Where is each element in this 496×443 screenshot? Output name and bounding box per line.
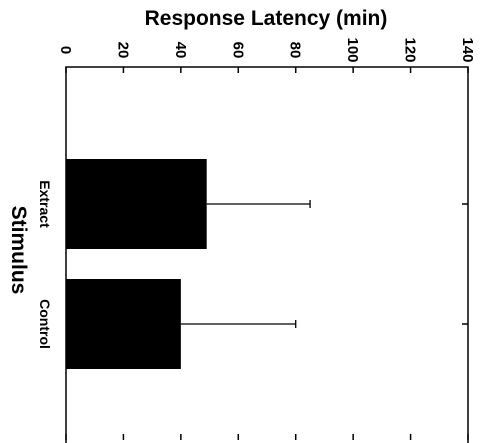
category-label-extract: Extract xyxy=(37,180,53,228)
error-bars xyxy=(180,200,311,328)
tick-label: 0 xyxy=(57,46,74,54)
tick-label: 60 xyxy=(229,42,246,59)
bar-extract xyxy=(66,159,207,249)
bar-control xyxy=(66,279,181,369)
tick-label: 140 xyxy=(459,37,476,62)
tick-label: 20 xyxy=(114,42,131,59)
plot-frame xyxy=(65,66,469,443)
x-axis-label: Stimulus xyxy=(7,206,30,295)
bars xyxy=(66,159,207,369)
value-axis-tick-marks xyxy=(65,67,469,440)
tick-label: 80 xyxy=(287,42,304,59)
tick-label: 100 xyxy=(344,37,361,62)
tick-label: 120 xyxy=(402,37,419,62)
chart-title: Response Latency (min) xyxy=(145,7,388,30)
value-axis-labels: 0 20 40 60 80 100 120 140 xyxy=(57,37,476,62)
tick-label: 40 xyxy=(172,42,189,59)
category-label-control: Control xyxy=(37,299,53,349)
category-labels: Extract Control xyxy=(37,180,53,349)
